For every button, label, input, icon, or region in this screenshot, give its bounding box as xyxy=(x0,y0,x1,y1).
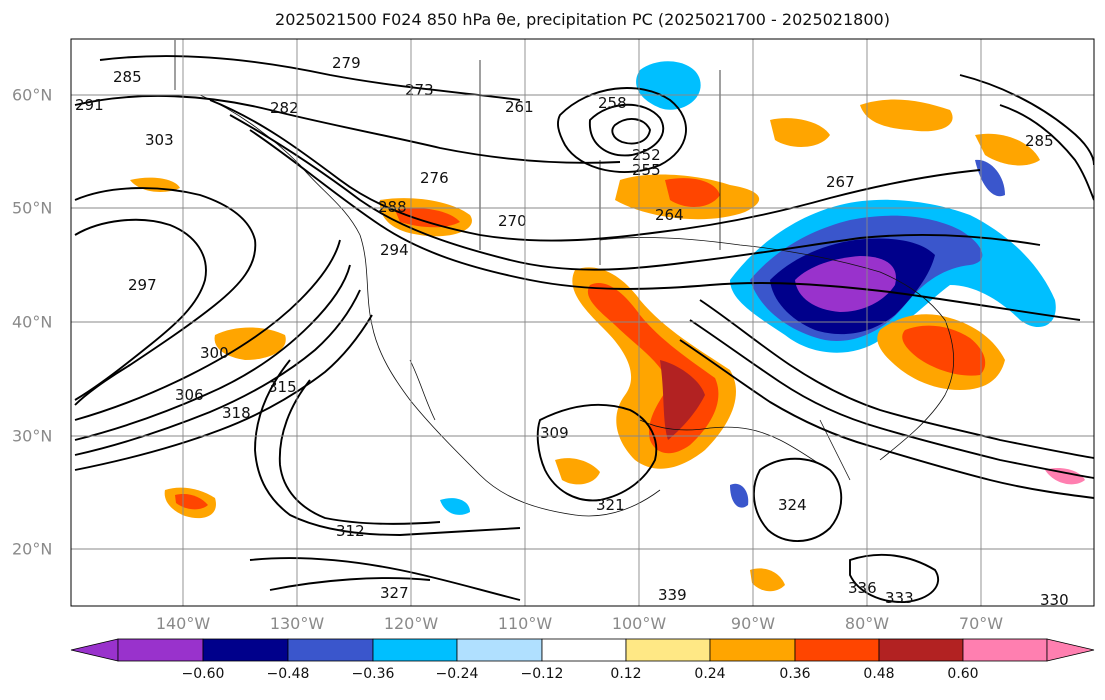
colorbar-tick-label: 0.24 xyxy=(694,666,726,682)
colorbar-tick-label: −0.36 xyxy=(351,666,395,682)
colorbar-extend-max xyxy=(1046,638,1095,662)
graticule xyxy=(71,39,1094,606)
lat-tick-label: 40°N xyxy=(12,312,53,332)
colorbar-segment xyxy=(456,638,543,662)
colorbar-tick-label: −0.60 xyxy=(181,666,225,682)
lon-tick-label: 130°W xyxy=(269,614,325,633)
contour-label: 276 xyxy=(420,169,449,187)
contour-label: 318 xyxy=(222,404,251,422)
contour-label: 330 xyxy=(1040,591,1069,609)
colorbar-segment xyxy=(372,638,458,662)
lon-tick-label: 120°W xyxy=(383,614,439,633)
contour-label: 339 xyxy=(658,586,687,604)
colorbar-segment xyxy=(794,638,880,662)
contour-label: 258 xyxy=(598,94,627,112)
contour-label: 285 xyxy=(113,68,142,86)
colorbar-tick-label: 0.60 xyxy=(947,666,979,682)
colorbar-segment xyxy=(878,638,964,662)
colorbar-tick-label: 0.12 xyxy=(610,666,642,682)
colorbar-tick-label: 0.36 xyxy=(779,666,811,682)
map-title: 2025021500 F024 850 hPa θe, precipitatio… xyxy=(275,10,890,29)
lon-tick-label: 80°W xyxy=(844,614,890,633)
colorbar-segment xyxy=(962,638,1048,662)
lon-tick-label: 140°W xyxy=(155,614,211,633)
colorbar-segment xyxy=(709,638,796,662)
contour-label: 324 xyxy=(778,496,807,514)
contour-label: 315 xyxy=(268,378,297,396)
lat-tick-label: 30°N xyxy=(12,426,53,446)
contour-label: 312 xyxy=(336,522,365,540)
colorbar-tick-label: −0.12 xyxy=(520,666,564,682)
lon-tick-label: 70°W xyxy=(958,614,1004,633)
contour-label: 273 xyxy=(405,81,434,99)
contour-label: 291 xyxy=(75,96,104,114)
map-frame xyxy=(70,38,1095,607)
contour-label: 336 xyxy=(848,579,877,597)
contour-label: 333 xyxy=(885,589,914,607)
colorbar-segment xyxy=(202,638,289,662)
contour-label: 279 xyxy=(332,54,361,72)
colorbar xyxy=(70,638,1095,662)
contour-label: 321 xyxy=(596,496,625,514)
contour-label: 294 xyxy=(380,241,409,259)
colorbar-segment xyxy=(625,638,711,662)
lon-tick-label: 110°W xyxy=(497,614,553,633)
contour-label: 261 xyxy=(505,98,534,116)
contour-label: 327 xyxy=(380,584,409,602)
lat-tick-label: 20°N xyxy=(12,539,53,559)
lon-tick-label: 90°W xyxy=(730,614,776,633)
colorbar-extend-min xyxy=(70,638,119,662)
contour-label: 297 xyxy=(128,276,157,294)
contour-label: 255 xyxy=(632,161,661,179)
colorbar-segment xyxy=(287,638,374,662)
contour-label: 303 xyxy=(145,131,174,149)
lon-tick-label: 100°W xyxy=(611,614,667,633)
contour-label: 267 xyxy=(826,173,855,191)
theta-e-contours xyxy=(74,55,1094,603)
contour-label: 270 xyxy=(498,212,527,230)
lat-tick-label: 60°N xyxy=(12,85,53,105)
lat-tick-label: 50°N xyxy=(12,198,53,218)
contour-label: 285 xyxy=(1025,132,1054,150)
contour-label: 264 xyxy=(655,206,684,224)
colorbar-segment xyxy=(541,638,627,662)
colorbar-tick-label: −0.24 xyxy=(435,666,479,682)
contour-label: 288 xyxy=(378,198,407,216)
contour-label: 282 xyxy=(270,99,299,117)
contour-label: 300 xyxy=(200,344,229,362)
colorbar-tick-label: −0.48 xyxy=(266,666,310,682)
contour-label: 306 xyxy=(175,386,204,404)
contour-labels: 285 279 273 291 261 258 252 255 267 264 … xyxy=(75,54,1069,609)
colorbar-segment xyxy=(117,638,204,662)
contour-label: 309 xyxy=(540,424,569,442)
colorbar-tick-label: 0.48 xyxy=(863,666,895,682)
